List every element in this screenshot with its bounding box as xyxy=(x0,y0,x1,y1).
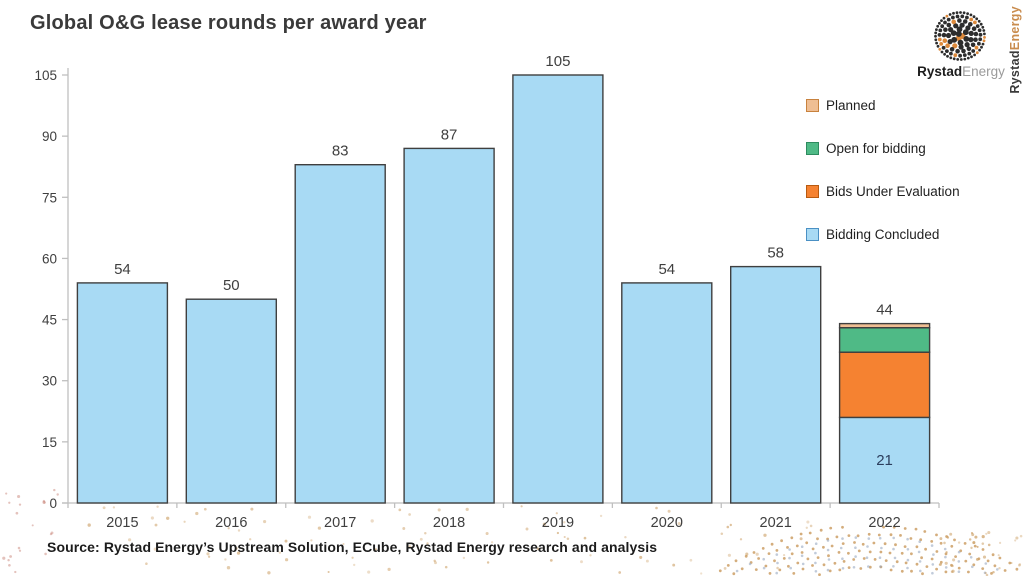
bar-value-label: 50 xyxy=(223,277,240,294)
bar-2022-planned xyxy=(838,322,931,329)
vertical-brand-bold: Rystad xyxy=(1008,50,1022,94)
bar-value-label: 54 xyxy=(114,261,131,278)
rystad-globe-icon xyxy=(934,11,986,61)
legend-label: Bids Under Evaluation xyxy=(826,184,960,199)
bar-2019-bidding-concluded xyxy=(512,74,604,504)
legend-label: Bidding Concluded xyxy=(826,227,940,242)
bar-value-label: 54 xyxy=(658,261,675,278)
vertical-brand-light: Energy xyxy=(1008,6,1022,51)
legend-swatch-bids-under-evaluation xyxy=(806,185,819,198)
legend-label: Planned xyxy=(826,98,876,113)
bar-value-label: 105 xyxy=(545,53,570,70)
x-axis-tick-label: 2021 xyxy=(760,515,792,531)
bar-2022-bids-under-evaluation xyxy=(838,351,931,419)
x-axis-tick-label: 2020 xyxy=(651,515,683,531)
legend-swatch-open-for-bidding xyxy=(806,142,819,155)
legend-swatch-planned xyxy=(806,99,819,112)
chart-bars: 54 50 83 87 105 54 58 44 21 xyxy=(76,53,931,504)
y-axis-tick-label: 45 xyxy=(42,313,57,328)
bar-value-label: 87 xyxy=(441,126,458,143)
source-note: Source: Rystad Energy’s Upstream Solutio… xyxy=(47,539,658,555)
bar-2016-bidding-concluded xyxy=(185,298,278,504)
y-axis-tick-label: 15 xyxy=(42,435,57,450)
vertical-brand-wordmark: RystadEnergy xyxy=(1008,6,1022,94)
rystad-logo-wordmark: RystadEnergy xyxy=(914,64,1008,79)
x-axis-tick-label: 2015 xyxy=(106,515,138,531)
y-axis-tick-label: 30 xyxy=(42,374,57,389)
legend-item-planned: Planned xyxy=(806,98,960,113)
chart-legend: Planned Open for bidding Bids Under Eval… xyxy=(806,98,960,270)
x-axis-tick-label: 2022 xyxy=(868,515,900,531)
bar-2021-bidding-concluded xyxy=(730,265,822,504)
legend-swatch-bidding-concluded xyxy=(806,228,819,241)
bar-value-label: 44 xyxy=(876,302,893,319)
bar-value-label: 58 xyxy=(767,245,784,262)
bar-value-label: 83 xyxy=(332,143,349,160)
bar-2018-bidding-concluded xyxy=(403,147,495,504)
x-axis-tick-label: 2018 xyxy=(433,515,465,531)
y-axis-tick-label: 90 xyxy=(42,129,57,144)
legend-item-bidding-concluded: Bidding Concluded xyxy=(806,227,960,242)
y-axis-tick-label: 0 xyxy=(49,496,57,511)
bar-2022-open-for-bidding xyxy=(838,327,931,353)
y-axis-tick-label: 75 xyxy=(42,190,57,205)
bar-2017-bidding-concluded xyxy=(294,163,386,504)
decorative-dots xyxy=(2,488,1023,576)
legend-item-open-for-bidding: Open for bidding xyxy=(806,141,960,156)
x-axis-tick-label: 2019 xyxy=(542,515,574,531)
segment-value-label: 21 xyxy=(876,452,893,469)
bar-2015-bidding-concluded xyxy=(76,282,169,504)
legend-item-bids-under-evaluation: Bids Under Evaluation xyxy=(806,184,960,199)
logo-text-bold: Rystad xyxy=(917,64,963,79)
y-axis-tick-label: 105 xyxy=(34,68,57,83)
x-axis-tick-label: 2017 xyxy=(324,515,356,531)
y-axis-tick-label: 60 xyxy=(42,251,57,266)
bar-2020-bidding-concluded xyxy=(621,282,713,504)
page-title: Global O&G lease rounds per award year xyxy=(30,12,427,34)
logo-text-light: Energy xyxy=(962,64,1005,79)
legend-label: Open for bidding xyxy=(826,141,926,156)
x-axis-tick-label: 2016 xyxy=(215,515,247,531)
